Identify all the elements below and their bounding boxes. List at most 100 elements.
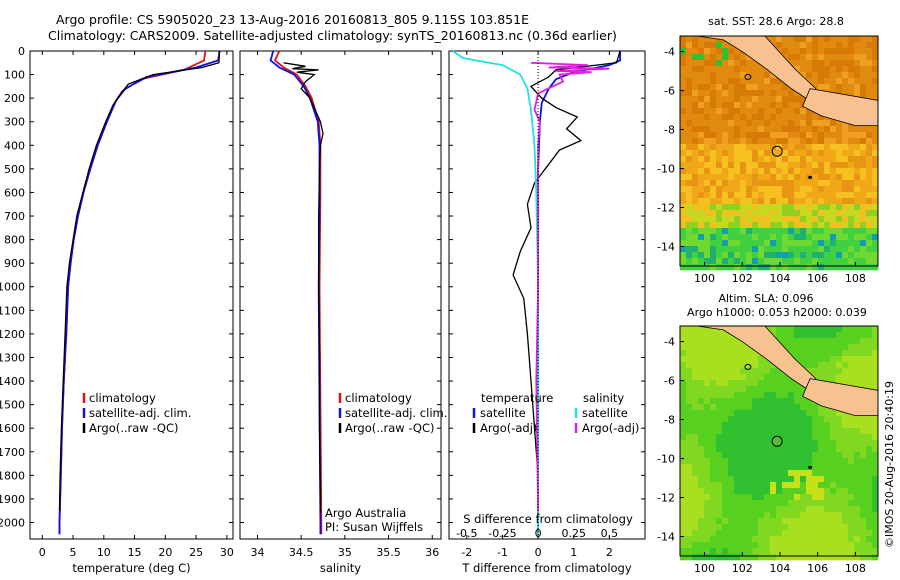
heatmap-cell (824, 138, 831, 145)
heatmap-cell (854, 198, 861, 205)
heatmap-cell (704, 326, 711, 333)
heatmap-cell (722, 488, 729, 495)
heatmap-cell (728, 120, 735, 127)
heatmap-cell (842, 464, 849, 471)
heatmap-cell (794, 386, 801, 393)
heatmap-cell (728, 398, 735, 405)
heatmap-cell (866, 144, 873, 151)
legend-label: climatology (345, 391, 412, 405)
heatmap-cell (758, 72, 765, 79)
heatmap-cell (734, 108, 741, 115)
heatmap-cell (854, 72, 861, 79)
heatmap-cell (782, 446, 789, 453)
heatmap-cell (716, 168, 723, 175)
heatmap-cell (794, 48, 801, 55)
heatmap-cell (866, 60, 873, 67)
heatmap-cell (680, 42, 687, 49)
heatmap-cell (686, 482, 693, 489)
heatmap-cell (686, 204, 693, 211)
heatmap-cell (728, 186, 735, 193)
x-tick-label: 15 (128, 546, 142, 559)
x-tick-label: 100 (694, 562, 715, 575)
heatmap-cell (872, 416, 879, 423)
heatmap-cell (704, 72, 711, 79)
heatmap-cell (752, 524, 759, 531)
heatmap-cell (710, 542, 717, 549)
heatmap-cell (800, 132, 807, 139)
heatmap-cell (848, 216, 855, 223)
heatmap-cell (794, 246, 801, 253)
heatmap-cell (830, 174, 837, 181)
heatmap-cell (710, 258, 717, 265)
heatmap-cell (710, 156, 717, 163)
heatmap-cell (710, 198, 717, 205)
heatmap-cell (818, 500, 825, 507)
heatmap-cell (806, 440, 813, 447)
heatmap-cell (752, 404, 759, 411)
heatmap-cell (836, 120, 843, 127)
heatmap-cell (740, 404, 747, 411)
heatmap-cell (710, 356, 717, 363)
heatmap-cell (866, 326, 873, 333)
heatmap-cell (722, 174, 729, 181)
heatmap-cell (740, 518, 747, 525)
heatmap-cell (830, 156, 837, 163)
heatmap-cell (836, 416, 843, 423)
heatmap-cell (704, 374, 711, 381)
heatmap-cell (860, 48, 867, 55)
heatmap-cell (830, 542, 837, 549)
heatmap-cell (758, 96, 765, 103)
heatmap-cell (824, 524, 831, 531)
heatmap-cell (782, 536, 789, 543)
heatmap-cell (728, 126, 735, 133)
y-tick-label: 1700 (0, 446, 25, 459)
heatmap-cell (806, 422, 813, 429)
heatmap-cell (776, 380, 783, 387)
heatmap-cell (836, 66, 843, 73)
heatmap-cell (806, 228, 813, 235)
heatmap-cell (806, 542, 813, 549)
heatmap-cell (830, 252, 837, 259)
heatmap-cell (746, 162, 753, 169)
heatmap-cell (782, 96, 789, 103)
heatmap-cell (854, 452, 861, 459)
heatmap-cell (800, 120, 807, 127)
heatmap-cell (854, 428, 861, 435)
heatmap-cell (800, 446, 807, 453)
heatmap-cell (698, 518, 705, 525)
heatmap-cell (818, 404, 825, 411)
heatmap-cell (812, 132, 819, 139)
heatmap-cell (698, 234, 705, 241)
heatmap-cell (824, 264, 831, 271)
heatmap-cell (764, 186, 771, 193)
heatmap-cell (872, 386, 879, 393)
heatmap-cell (818, 416, 825, 423)
heatmap-cell (776, 416, 783, 423)
heatmap-cell (782, 524, 789, 531)
heatmap-cell (710, 512, 717, 519)
heatmap-cell (758, 386, 765, 393)
heatmap-cell (800, 524, 807, 531)
heatmap-cell (812, 84, 819, 91)
y-tick-label: -4 (664, 46, 675, 59)
heatmap-cell (728, 240, 735, 247)
heatmap-cell (812, 252, 819, 259)
heatmap-cell (704, 404, 711, 411)
heatmap-cell (812, 264, 819, 271)
heatmap-cell (812, 332, 819, 339)
heatmap-cell (872, 332, 879, 339)
heatmap-cell (752, 380, 759, 387)
heatmap-cell (860, 332, 867, 339)
heatmap-cell (740, 66, 747, 73)
heatmap-cell (752, 542, 759, 549)
heatmap-cell (710, 204, 717, 211)
heatmap-cell (704, 120, 711, 127)
heatmap-cell (806, 404, 813, 411)
heatmap-cell (758, 162, 765, 169)
heatmap-cell (710, 452, 717, 459)
heatmap-cell (872, 84, 879, 91)
heatmap-cell (728, 374, 735, 381)
heatmap-cell (728, 524, 735, 531)
argo-location-marker (771, 435, 783, 447)
heatmap-cell (872, 126, 879, 133)
